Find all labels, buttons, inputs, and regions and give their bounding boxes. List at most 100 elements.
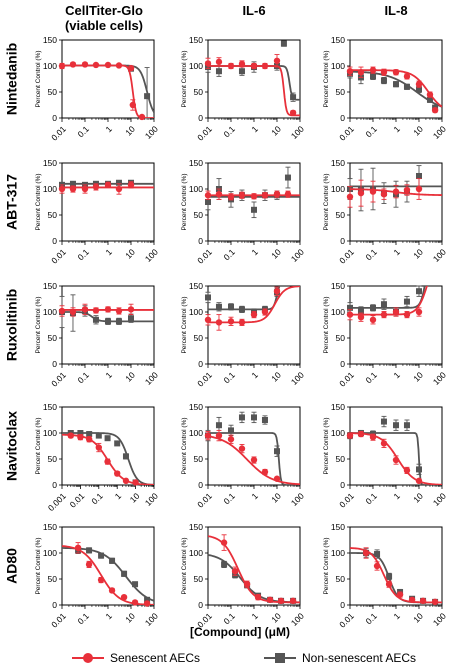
- data-point: [393, 422, 399, 429]
- y-tick-label: 0: [198, 236, 203, 246]
- data-point: [280, 40, 287, 47]
- data-point: [250, 193, 258, 200]
- plot-frame: [61, 285, 155, 365]
- x-tick-label: 10: [269, 611, 283, 625]
- fit-curve: [350, 547, 442, 604]
- series: [62, 542, 154, 607]
- y-axis-label: Percent Control (%): [323, 417, 330, 474]
- data-point: [238, 319, 246, 326]
- data-point: [205, 199, 211, 205]
- data-point: [95, 444, 103, 451]
- x-tick-label: 100: [431, 491, 448, 508]
- data-point: [416, 173, 422, 179]
- data-point: [290, 94, 297, 101]
- data-point: [227, 193, 235, 200]
- data-point: [104, 306, 112, 313]
- x-tick-label: 10: [269, 247, 283, 261]
- series: [346, 66, 442, 114]
- fit-curve: [208, 435, 300, 485]
- data-point: [284, 191, 292, 198]
- data-point: [144, 596, 151, 603]
- data-point: [370, 73, 376, 80]
- x-tick-label: 0.1: [76, 124, 92, 140]
- data-point: [357, 189, 365, 197]
- data-point: [69, 308, 77, 316]
- data-point: [228, 427, 234, 434]
- data-point: [120, 594, 128, 601]
- data-point: [392, 308, 400, 316]
- data-point: [115, 179, 122, 186]
- legend-marker: [83, 653, 93, 663]
- x-tick-label: 0.1: [364, 611, 380, 627]
- data-point: [362, 549, 370, 557]
- row-label: Navitoclax: [4, 411, 20, 481]
- y-axis-label: Percent Control (%): [35, 417, 42, 474]
- data-point: [81, 61, 89, 68]
- x-tick-label: 100: [289, 370, 306, 387]
- y-tick-label: 150: [189, 35, 203, 45]
- row-label: ABT-317: [4, 174, 20, 230]
- column-title: CellTiter-Glo (viable cells): [65, 3, 143, 33]
- x-tick-label: 1: [392, 491, 403, 502]
- y-tick-label: 0: [340, 236, 345, 246]
- data-point: [370, 304, 376, 311]
- x-tick-label: 0.1: [364, 124, 380, 140]
- data-point: [95, 432, 102, 439]
- series: [58, 181, 154, 195]
- y-tick-label: 150: [189, 522, 203, 532]
- y-axis-label: Percent Control (%): [35, 296, 42, 353]
- data-point: [238, 68, 245, 75]
- data-point: [392, 188, 400, 195]
- y-tick-label: 150: [189, 158, 203, 168]
- data-point: [274, 448, 280, 455]
- y-tick-label: 0: [340, 359, 345, 369]
- data-point: [204, 192, 212, 199]
- data-point: [215, 58, 223, 66]
- y-axis-label: Percent Control (%): [35, 173, 42, 230]
- plot-frame: [61, 162, 155, 242]
- series: [62, 546, 154, 603]
- data-point: [261, 468, 269, 476]
- legend-label: Senescent AECs: [110, 651, 200, 665]
- y-tick-label: 50: [336, 574, 346, 584]
- y-axis-label: Percent Control (%): [323, 173, 330, 230]
- data-point: [205, 294, 211, 301]
- x-tick-label: 100: [431, 124, 448, 141]
- data-point: [85, 436, 93, 443]
- x-tick-label: 10: [269, 370, 283, 384]
- y-axis-label: Percent Control (%): [181, 173, 188, 230]
- x-tick-label: 0.01: [49, 370, 68, 389]
- y-axis-label: Percent Control (%): [323, 50, 330, 107]
- data-point: [385, 581, 393, 588]
- x-tick-label: 10: [123, 611, 137, 625]
- x-tick-label: 1: [250, 370, 261, 381]
- data-point: [132, 581, 139, 588]
- data-point: [393, 81, 399, 88]
- y-tick-label: 50: [336, 87, 346, 97]
- x-tick-label: 0.1: [222, 611, 238, 627]
- fit-curve: [62, 432, 154, 485]
- data-point: [369, 316, 377, 323]
- data-point: [132, 479, 139, 486]
- data-point: [81, 185, 89, 193]
- y-tick-label: 100: [43, 307, 57, 317]
- y-tick-label: 100: [331, 61, 345, 71]
- data-point: [408, 596, 416, 603]
- data-point: [419, 597, 427, 605]
- series: [204, 188, 300, 201]
- x-tick-label: 100: [431, 370, 448, 387]
- data-point: [109, 557, 116, 564]
- series: [350, 547, 442, 606]
- y-tick-label: 150: [331, 402, 345, 412]
- series: [204, 286, 300, 331]
- x-tick-label: 10: [123, 370, 137, 384]
- y-tick-label: 0: [198, 113, 203, 123]
- data-point: [121, 570, 128, 577]
- x-tick-label: 10: [123, 247, 137, 261]
- data-point: [261, 308, 269, 316]
